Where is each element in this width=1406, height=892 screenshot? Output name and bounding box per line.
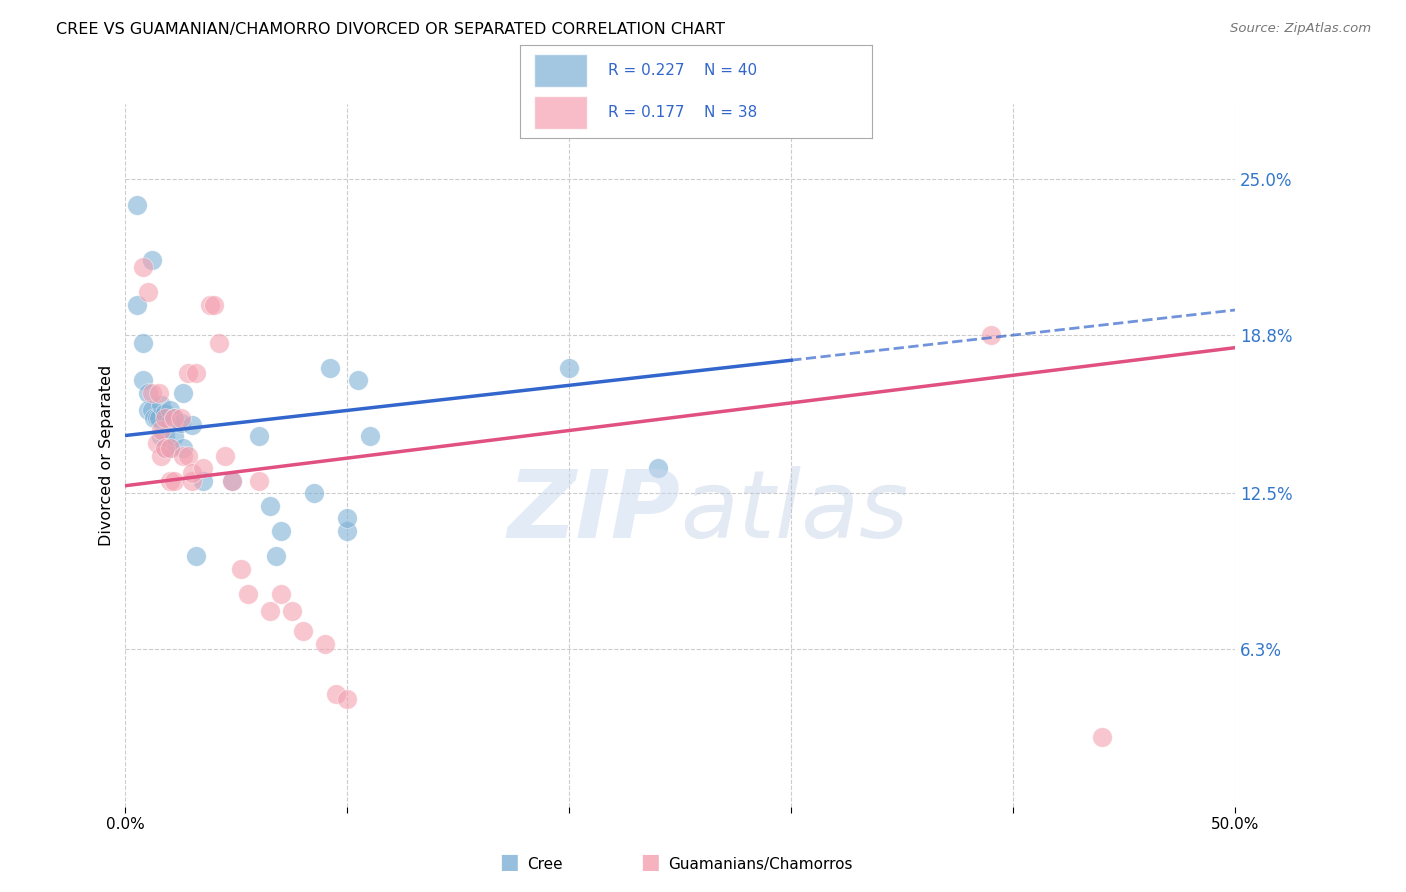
Point (270, 524, 292, 538)
Point (132, 335, 155, 350)
Point (145, 436, 167, 450)
Point (558, 360, 581, 375)
Point (132, 373, 155, 387)
Point (336, 524, 359, 538)
Point (172, 385, 194, 400)
Point (159, 403, 181, 417)
Point (202, 298, 225, 312)
Point (136, 403, 159, 417)
Point (163, 428, 186, 442)
Point (159, 474, 181, 488)
Point (149, 428, 172, 442)
Point (281, 604, 304, 618)
Point (336, 692, 359, 706)
Point (125, 298, 148, 312)
Point (136, 385, 159, 400)
Point (163, 474, 186, 488)
Point (214, 449, 236, 463)
Point (325, 687, 347, 701)
Point (159, 416, 181, 430)
Point (172, 449, 194, 463)
Point (170, 411, 193, 425)
Point (132, 260, 155, 275)
Point (270, 587, 292, 601)
Point (1091, 730, 1114, 744)
Point (145, 411, 167, 425)
Point (186, 549, 208, 563)
Text: R = 0.177    N = 38: R = 0.177 N = 38 (609, 104, 758, 120)
Point (141, 403, 163, 417)
Point (247, 474, 270, 488)
Point (155, 441, 177, 455)
Point (163, 411, 186, 425)
Point (159, 441, 181, 455)
Point (292, 624, 315, 639)
Point (170, 416, 193, 430)
Point (359, 428, 381, 442)
Point (221, 474, 243, 488)
Point (302, 486, 325, 500)
Point (155, 406, 177, 420)
Point (149, 424, 172, 438)
Text: ■: ■ (499, 853, 519, 872)
Text: Guamanians/Chamorros: Guamanians/Chamorros (668, 857, 852, 872)
Point (247, 428, 270, 442)
Text: CREE VS GUAMANIAN/CHAMORRO DIVORCED OR SEPARATED CORRELATION CHART: CREE VS GUAMANIAN/CHAMORRO DIVORCED OR S… (56, 22, 725, 37)
Text: Cree: Cree (527, 857, 562, 872)
Point (141, 385, 163, 400)
Text: Source: ZipAtlas.com: Source: ZipAtlas.com (1230, 22, 1371, 36)
Point (186, 366, 208, 380)
FancyBboxPatch shape (534, 96, 588, 129)
Point (181, 474, 204, 488)
Point (136, 285, 159, 300)
Point (647, 461, 669, 475)
Point (259, 499, 281, 513)
Point (266, 549, 288, 563)
Point (155, 411, 177, 425)
Point (259, 604, 281, 618)
Point (149, 449, 172, 463)
Point (221, 474, 243, 488)
Point (148, 411, 170, 425)
Point (208, 335, 231, 350)
Point (155, 428, 177, 442)
Point (176, 366, 198, 380)
Point (198, 298, 221, 312)
Point (172, 441, 194, 455)
Point (336, 511, 359, 525)
FancyBboxPatch shape (534, 54, 588, 87)
Point (181, 466, 204, 480)
Text: ZIP: ZIP (508, 466, 681, 558)
Point (125, 197, 148, 211)
Text: R = 0.227    N = 40: R = 0.227 N = 40 (609, 63, 758, 78)
Y-axis label: Divorced or Separated: Divorced or Separated (100, 365, 114, 546)
Point (155, 441, 177, 455)
Point (176, 449, 198, 463)
Point (191, 461, 214, 475)
Point (229, 561, 252, 575)
Point (236, 587, 259, 601)
Point (347, 373, 370, 387)
Point (159, 441, 181, 455)
Point (181, 418, 204, 433)
Text: ■: ■ (640, 853, 659, 872)
Point (163, 411, 186, 425)
Point (314, 637, 336, 651)
Point (980, 328, 1002, 343)
Point (141, 252, 163, 267)
Point (318, 360, 340, 375)
Text: atlas: atlas (681, 467, 908, 558)
Point (143, 411, 166, 425)
Point (149, 398, 172, 412)
Point (148, 385, 170, 400)
Point (191, 474, 214, 488)
